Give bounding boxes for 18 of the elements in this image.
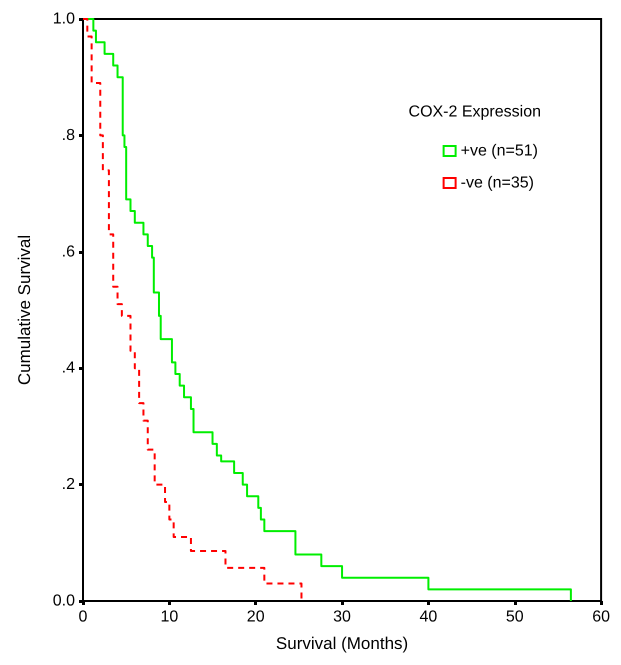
y-tick-label: .2 bbox=[62, 476, 76, 494]
legend-label: +ve (n=51) bbox=[460, 142, 538, 160]
y-axis-title: Cumulative Survival bbox=[15, 234, 34, 386]
x-tick-label: 40 bbox=[420, 608, 438, 626]
legend-label: -ve (n=35) bbox=[460, 174, 534, 192]
y-tick-label: 1.0 bbox=[52, 10, 76, 28]
y-tick-label: 0.0 bbox=[52, 592, 76, 610]
y-tick-label: .6 bbox=[62, 243, 76, 260]
x-tick-label: 0 bbox=[78, 608, 88, 626]
x-axis-title: Survival (Months) bbox=[276, 634, 408, 653]
x-tick-label: 50 bbox=[506, 608, 524, 626]
y-tick-label: .8 bbox=[62, 126, 76, 144]
y-tick-label: .4 bbox=[62, 360, 76, 377]
x-tick-label: 10 bbox=[160, 608, 178, 626]
x-tick-label: 30 bbox=[333, 608, 352, 626]
x-tick-label: 60 bbox=[592, 608, 610, 626]
x-tick-label: 20 bbox=[246, 608, 265, 626]
legend-title: COX-2 Expression bbox=[408, 104, 542, 120]
